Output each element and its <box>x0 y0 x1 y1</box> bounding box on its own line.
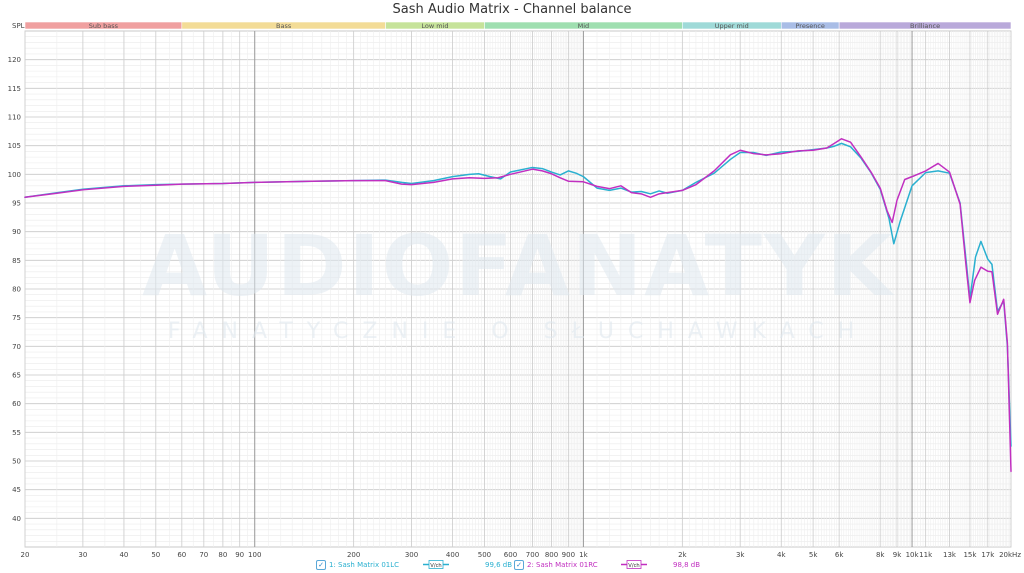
x-tick-label: 10k <box>906 551 920 559</box>
svg-text:V/ch: V/ch <box>628 563 639 569</box>
x-tick-label: 3k <box>736 551 745 559</box>
legend-item-1[interactable]: ✓ 1: Sash Matrix 01LC <box>316 560 399 570</box>
y-tick-label: 100 <box>8 171 21 179</box>
x-tick-label: 50 <box>151 551 160 559</box>
x-tick-label: 13k <box>943 551 957 559</box>
legend-line-symbol-icon: V/ch <box>423 560 449 569</box>
x-tick-label: 700 <box>526 551 539 559</box>
chart-legend: ✓ 1: Sash Matrix 01LC V/ch 99,6 dB ✓ 2: Sash … <box>0 559 1024 573</box>
x-tick-label: 60 <box>177 551 186 559</box>
series-line-2 <box>24 138 1012 473</box>
x-tick-label: 20kHz <box>999 551 1021 559</box>
legend-checkbox-icon[interactable]: ✓ <box>316 560 326 570</box>
x-tick-label: 15k <box>963 551 977 559</box>
x-tick-label: 300 <box>405 551 418 559</box>
chart-title: Sash Audio Matrix - Channel balance <box>392 2 632 17</box>
x-tick-label: 800 <box>545 551 558 559</box>
x-tick-label: 8k <box>876 551 885 559</box>
legend-line-symbol-icon: V/ch <box>621 560 647 569</box>
y-tick-label: 50 <box>12 458 21 466</box>
y-tick-label: 110 <box>8 114 21 122</box>
y-tick-label: 75 <box>12 314 21 322</box>
legend-series-name: 2: Sash Matrix 01RC <box>527 561 598 569</box>
y-tick-label: 40 <box>12 515 21 523</box>
y-tick-label: 55 <box>12 429 21 437</box>
band-label: Presence <box>795 22 824 30</box>
y-tick-label: 60 <box>12 400 21 408</box>
x-tick-label: 200 <box>347 551 360 559</box>
y-tick-label: 65 <box>12 372 21 380</box>
y-tick-label: 90 <box>12 228 21 236</box>
legend-checkbox-icon[interactable]: ✓ <box>514 560 524 570</box>
x-tick-label: 30 <box>78 551 87 559</box>
band-label: Brilliance <box>910 22 940 30</box>
y-tick-label: 95 <box>12 200 21 208</box>
band-label: Sub bass <box>89 22 119 30</box>
x-tick-label: 4k <box>777 551 786 559</box>
x-tick-label: 400 <box>446 551 459 559</box>
x-tick-label: 100 <box>248 551 261 559</box>
legend-item-2[interactable]: ✓ 2: Sash Matrix 01RC <box>514 560 598 570</box>
x-tick-label: 1k <box>579 551 588 559</box>
x-tick-label: 40 <box>119 551 128 559</box>
y-tick-label: 70 <box>12 343 21 351</box>
svg-text:V/ch: V/ch <box>430 563 441 569</box>
x-tick-label: 5k <box>809 551 818 559</box>
legend-series-name: 1: Sash Matrix 01LC <box>329 561 400 569</box>
band-label: Mid <box>578 22 590 30</box>
y-tick-label: 85 <box>12 257 21 265</box>
y-tick-label: 105 <box>8 142 21 150</box>
legend-level-value: 99,6 dB <box>485 561 513 569</box>
x-tick-label: 90 <box>235 551 244 559</box>
x-tick-label: 9k <box>893 551 902 559</box>
y-tick-label: 45 <box>12 486 21 494</box>
x-tick-label: 900 <box>562 551 575 559</box>
x-tick-label: 500 <box>478 551 491 559</box>
x-tick-label: 20 <box>21 551 30 559</box>
x-tick-label: 600 <box>504 551 517 559</box>
legend-level-value: 98,8 dB <box>673 561 701 569</box>
y-tick-label: 115 <box>8 85 21 93</box>
band-label: Bass <box>276 22 292 30</box>
x-tick-label: 11k <box>919 551 933 559</box>
x-tick-label: 6k <box>835 551 844 559</box>
x-tick-label: 80 <box>218 551 227 559</box>
y-tick-label: 80 <box>12 286 21 294</box>
band-label: Upper mid <box>715 22 749 30</box>
y-tick-label: 120 <box>8 56 21 64</box>
watermark-tagline: FANATYCZNIE O SŁUCHAWKACH <box>168 319 868 344</box>
band-label: Low mid <box>421 22 448 30</box>
x-tick-label: 70 <box>199 551 208 559</box>
x-tick-label: 2k <box>678 551 687 559</box>
x-tick-label: 17k <box>981 551 995 559</box>
watermark-brand: AUDIOFANATYK <box>142 217 895 315</box>
y-axis-label: SPL <box>12 22 25 30</box>
band-brilliance <box>838 21 1012 30</box>
